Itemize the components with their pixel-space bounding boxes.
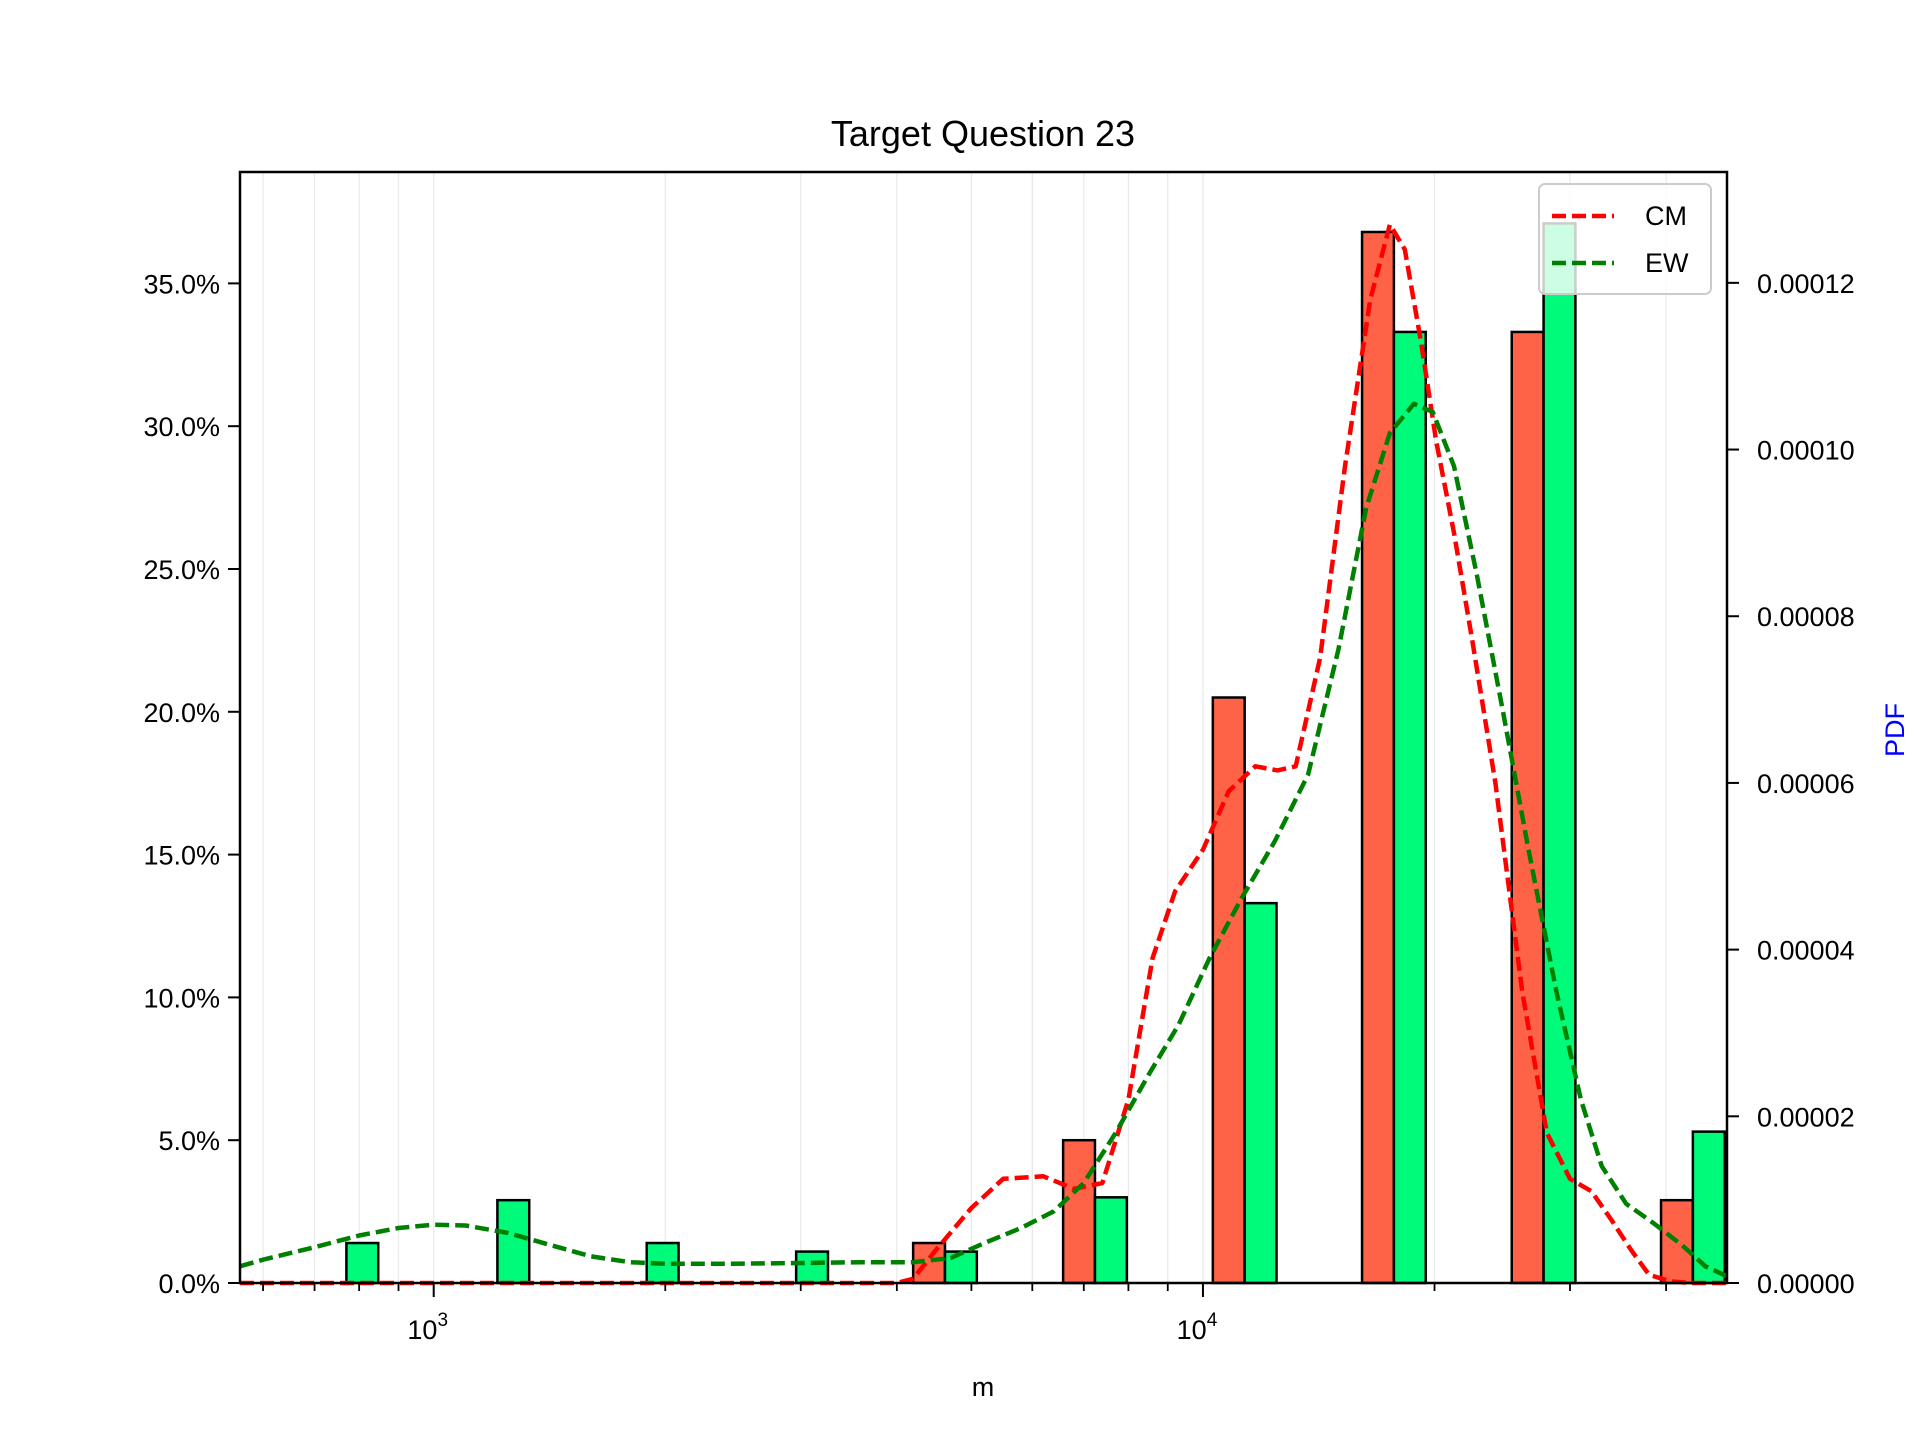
axes: 103 1040.0%5.0%10.0%15.0%20.0%25.0%30.0%3… bbox=[143, 269, 1854, 1345]
bar-ew bbox=[1691, 1130, 1726, 1285]
legend: CM EW bbox=[1538, 183, 1712, 295]
y2-tick-label: 0.00002 bbox=[1757, 1102, 1855, 1132]
y-tick-label: 0.0% bbox=[158, 1269, 220, 1299]
bar-cm bbox=[1061, 1138, 1097, 1285]
bar-ew bbox=[1243, 901, 1278, 1285]
legend-box bbox=[1538, 183, 1712, 295]
legend-ew-label: EW bbox=[1645, 248, 1689, 278]
x-tick-exponent: 3 bbox=[437, 1310, 448, 1331]
y-tick-label: 20.0% bbox=[143, 698, 220, 728]
x-tick-exponent: 4 bbox=[1207, 1310, 1218, 1331]
pdf-line-ew bbox=[239, 401, 1728, 1279]
bar-ew bbox=[1542, 222, 1577, 1285]
y2-tick-label: 0.00000 bbox=[1757, 1269, 1855, 1299]
y-tick-label: 25.0% bbox=[143, 555, 220, 585]
bar-cm bbox=[1211, 696, 1246, 1285]
x-axis-label: m bbox=[972, 1372, 995, 1402]
y2-axis-label: PDF bbox=[1880, 703, 1910, 757]
y2-tick-label: 0.00006 bbox=[1757, 769, 1855, 799]
pdf-lines bbox=[239, 222, 1728, 1286]
y2-tick-label: 0.00012 bbox=[1757, 269, 1855, 299]
bar-ew bbox=[345, 1241, 380, 1285]
y-tick-label: 10.0% bbox=[143, 983, 220, 1013]
bar-cm bbox=[1510, 330, 1545, 1285]
bar-ew bbox=[943, 1250, 979, 1285]
plot-frame bbox=[238, 170, 1729, 1285]
y-tick-label: 35.0% bbox=[143, 269, 220, 299]
y-tick-label: 5.0% bbox=[158, 1126, 220, 1156]
bar-ew bbox=[1093, 1196, 1129, 1285]
bars bbox=[345, 222, 1726, 1285]
pdf-line-cm bbox=[240, 222, 1727, 1286]
chart-title: Target Question 23 bbox=[831, 113, 1135, 154]
y2-tick-label: 0.00010 bbox=[1757, 436, 1855, 466]
bar-ew bbox=[496, 1198, 531, 1285]
grid-lines bbox=[262, 172, 1667, 1283]
y2-tick-label: 0.00004 bbox=[1757, 936, 1855, 966]
y-tick-label: 30.0% bbox=[143, 412, 220, 442]
y2-tick-label: 0.00008 bbox=[1757, 602, 1855, 632]
legend-cm-label: CM bbox=[1645, 201, 1687, 231]
y-tick-label: 15.0% bbox=[143, 841, 220, 871]
bar-ew bbox=[794, 1250, 830, 1285]
bar-ew bbox=[1392, 330, 1427, 1285]
bar-cm bbox=[1360, 230, 1396, 1285]
